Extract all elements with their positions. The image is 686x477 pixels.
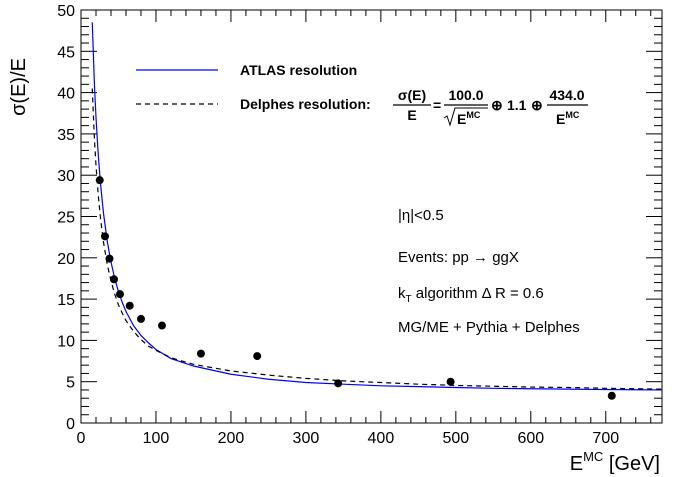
y-tick-label: 40 <box>57 86 75 103</box>
data-point <box>136 314 145 323</box>
svg-text:EMC: EMC <box>556 110 580 127</box>
legend-delphes-label: Delphes resolution: <box>240 96 371 112</box>
svg-text:1.1: 1.1 <box>507 97 527 113</box>
data-point <box>253 352 262 361</box>
legend: ATLAS resolution Delphes resolution: σ(E… <box>136 62 588 127</box>
x-tick-label: 300 <box>293 430 320 447</box>
svg-text:⊕: ⊕ <box>531 97 543 113</box>
plot-frame <box>80 9 663 424</box>
data-point <box>105 254 114 263</box>
x-axis-title: EMC [GeV] <box>570 449 660 475</box>
y-tick-label: 25 <box>57 210 75 227</box>
svg-text:EMC: EMC <box>457 110 481 127</box>
eta-cut-label: |η|<0.5 <box>398 207 444 224</box>
data-point <box>607 391 616 400</box>
data-point <box>157 321 166 330</box>
x-tick-label: 500 <box>442 430 469 447</box>
curves <box>91 22 663 391</box>
annotations: |η|<0.5 Events: pp → ggX kT algorithm Δ … <box>398 207 580 336</box>
data-point <box>446 377 455 386</box>
x-tick-label: 100 <box>143 430 170 447</box>
svg-text:⊕: ⊕ <box>491 97 503 113</box>
data-point <box>125 301 134 310</box>
delphes-resolution-curve <box>91 88 663 390</box>
svg-text:=: = <box>433 97 441 113</box>
x-tick-label: 0 <box>77 430 86 447</box>
y-axis-title: σ(E)/E <box>8 58 30 116</box>
data-point <box>334 379 343 388</box>
delphes-formula: σ(E) E = 100.0 EMC ⊕ 1.1 ⊕ 434.0 EMC <box>393 87 588 127</box>
generator-label: MG/ME + Pythia + Delphes <box>398 319 580 336</box>
x-tick-label: 400 <box>368 430 395 447</box>
x-tick-label: 200 <box>218 430 245 447</box>
data-point <box>109 275 118 284</box>
svg-text:100.0: 100.0 <box>448 87 483 103</box>
y-tick-label: 45 <box>57 44 75 61</box>
x-tick-label: 700 <box>592 430 619 447</box>
y-tick-label: 30 <box>57 168 75 185</box>
y-tick-label: 20 <box>57 251 75 268</box>
y-tick-label: 50 <box>57 3 75 20</box>
events-label: Events: pp → ggX <box>398 249 519 266</box>
x-tick-label: 600 <box>517 430 544 447</box>
data-points <box>95 176 616 400</box>
algorithm-label: kT algorithm Δ R = 0.6 <box>398 285 544 305</box>
svg-text:434.0: 434.0 <box>549 87 584 103</box>
data-point <box>100 232 109 241</box>
svg-text:σ(E): σ(E) <box>398 87 426 103</box>
data-point <box>196 349 205 358</box>
y-tick-label: 5 <box>66 375 75 392</box>
y-tick-label: 15 <box>57 292 75 309</box>
legend-atlas-label: ATLAS resolution <box>240 62 357 78</box>
y-tick-label: 0 <box>66 416 75 433</box>
axes-frame <box>80 9 663 424</box>
atlas-resolution-curve <box>91 22 663 391</box>
axis-ticks: 0 100 200 300 400 500 600 700 0 5 10 15 20 25 30 35 40 45… <box>57 3 662 447</box>
data-point <box>115 290 124 299</box>
svg-text:E: E <box>407 107 416 123</box>
y-tick-label: 10 <box>57 333 75 350</box>
data-point <box>95 176 104 185</box>
y-tick-label: 35 <box>57 127 75 144</box>
